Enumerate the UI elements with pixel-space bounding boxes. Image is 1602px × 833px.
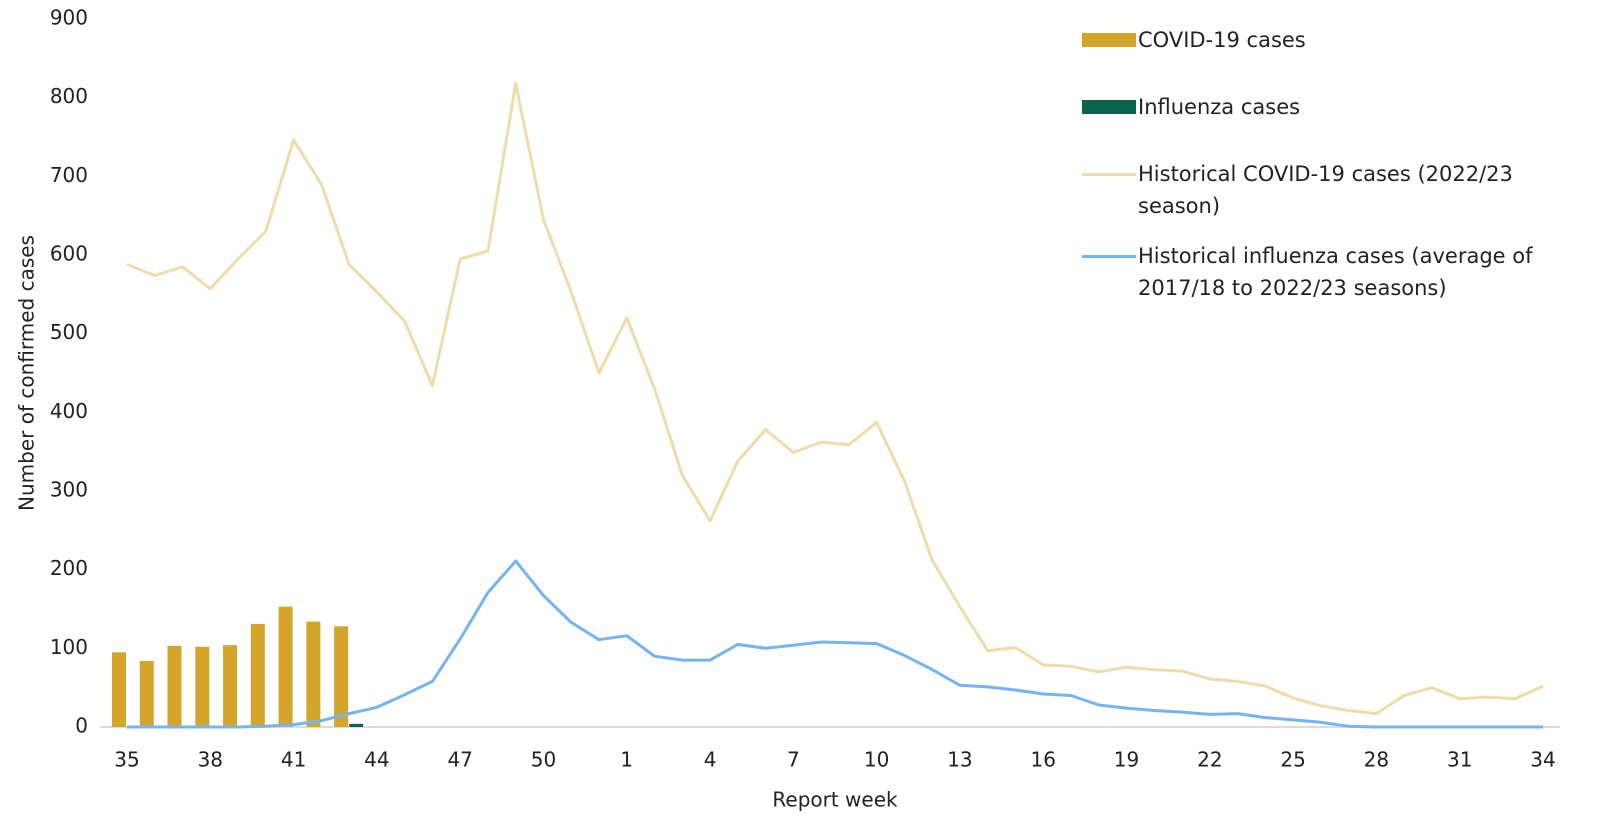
legend-item: COVID-19 cases (1082, 24, 1552, 56)
x-tick-label: 13 (947, 748, 972, 772)
x-tick-label: 16 (1031, 748, 1056, 772)
y-axis-title: Number of confirmed cases (15, 235, 39, 511)
y-tick-label: 200 (50, 556, 88, 580)
x-tick-label: 50 (531, 748, 556, 772)
legend-label: Historical COVID-19 cases (2022/23 seaso… (1138, 162, 1513, 218)
y-tick-label: 800 (50, 84, 88, 108)
bar (223, 645, 238, 727)
y-tick-label: 600 (50, 242, 88, 266)
line (127, 559, 1543, 729)
x-tick-label: 41 (281, 748, 306, 772)
bar (112, 652, 126, 727)
bar (349, 723, 364, 727)
x-tick-label: 34 (1530, 748, 1555, 772)
x-tick-label: 31 (1447, 748, 1472, 772)
bar (195, 646, 210, 727)
x-tick-label: 38 (198, 748, 223, 772)
x-tick-label: 4 (704, 748, 717, 772)
legend-label: Historical influenza cases (average of 2… (1138, 244, 1533, 300)
bar (278, 606, 293, 727)
x-tick-label: 7 (787, 748, 800, 772)
y-tick-label: 500 (50, 320, 88, 344)
legend-label: Influenza cases (1138, 95, 1301, 119)
bar (306, 621, 321, 727)
x-tick-label: 10 (864, 748, 889, 772)
x-tick-label: 25 (1280, 748, 1305, 772)
bar (334, 626, 349, 727)
bar (167, 645, 182, 727)
bar (250, 623, 265, 727)
y-tick-label: 400 (50, 399, 88, 423)
x-tick-label: 28 (1364, 748, 1389, 772)
line (126, 82, 1544, 716)
bar (139, 660, 154, 727)
legend: COVID-19 cases Influenza cases Historical … (1082, 24, 1552, 322)
x-tick-label: 35 (114, 748, 139, 772)
legend-item: Historical influenza cases (average of 2… (1082, 240, 1552, 304)
legend-swatch (1082, 240, 1136, 272)
legend-item: Influenza cases (1082, 91, 1552, 123)
legend-swatch (1082, 91, 1136, 123)
y-tick-label: 900 (50, 6, 88, 30)
y-tick-label: 100 (50, 635, 88, 659)
legend-swatch (1082, 24, 1136, 56)
x-tick-label: 22 (1197, 748, 1222, 772)
x-tick-label: 44 (364, 748, 389, 772)
legend-label: COVID-19 cases (1138, 28, 1306, 52)
x-axis-title: Report week (772, 788, 898, 812)
y-tick-label: 700 (50, 163, 88, 187)
y-tick-label: 300 (50, 478, 88, 502)
x-tick-label: 1 (620, 748, 633, 772)
x-tick-label: 47 (447, 748, 472, 772)
y-tick-label: 0 (75, 714, 88, 738)
legend-item: Historical COVID-19 cases (2022/23 seaso… (1082, 158, 1552, 222)
x-tick-label: 19 (1114, 748, 1139, 772)
legend-swatch (1082, 158, 1136, 190)
